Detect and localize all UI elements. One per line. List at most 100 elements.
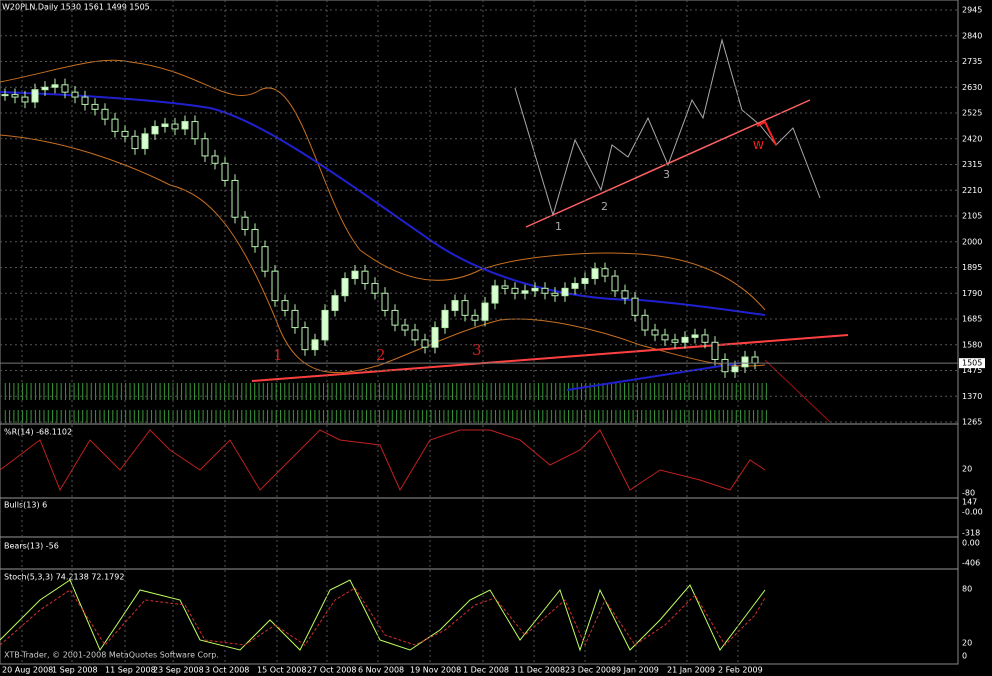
moving-average [0, 91, 766, 316]
candle [511, 287, 519, 294]
price-tick-label: 2945 [962, 6, 982, 15]
candle [151, 125, 159, 135]
wave-label: 3 [472, 341, 482, 359]
price-tick-label: 2735 [962, 57, 982, 66]
candle [641, 314, 649, 331]
candle [191, 121, 199, 140]
price-tick-label: 2210 [962, 186, 982, 195]
blue-trendline [566, 362, 741, 391]
candle [261, 246, 269, 272]
candle [551, 292, 559, 297]
candle [661, 334, 669, 341]
date-label: 20 Aug 2008 [2, 666, 53, 675]
candle [581, 278, 589, 284]
candle [381, 292, 389, 311]
axis-label: 20 [962, 465, 972, 474]
candle [571, 282, 579, 289]
candle [591, 268, 599, 280]
panel-separators [0, 423, 958, 570]
candle [281, 300, 289, 311]
candle [91, 103, 99, 110]
wave-label: 2 [376, 346, 386, 364]
axis-label: 0.00 [962, 539, 980, 548]
candle [431, 327, 439, 348]
candle [81, 96, 89, 105]
candle [701, 334, 709, 343]
candle [631, 297, 639, 316]
overlays [0, 38, 849, 652]
candle [241, 216, 249, 230]
candle [51, 84, 59, 88]
candle [541, 287, 549, 294]
candle [71, 91, 79, 98]
candle [131, 135, 139, 150]
panel-label: Bears(13) -56 [4, 542, 59, 551]
candle [411, 329, 419, 341]
date-label: 3 Oct 2008 [205, 666, 249, 675]
candle [601, 268, 609, 277]
candle [711, 341, 719, 360]
axis-label: -80 [962, 489, 975, 498]
axis-label: -318 [962, 529, 980, 538]
stoch-main [0, 579, 766, 652]
candle [341, 278, 349, 297]
wave-path [514, 38, 821, 217]
axis-label: -0.00 [962, 508, 983, 517]
candle [311, 339, 319, 351]
price-tick-label: 1265 [962, 418, 982, 427]
volume-bars [2, 383, 768, 423]
candle [691, 334, 699, 338]
axis-label: -406 [962, 559, 980, 568]
date-label: 23 Sep 2008 [153, 666, 204, 675]
candle [391, 309, 399, 326]
price-tick-label: 1790 [962, 289, 982, 298]
footer: XTB-Trader, © 2001-2008 MetaQuotes Softw… [4, 651, 219, 660]
candle [721, 358, 729, 373]
candle [161, 123, 169, 127]
candle [491, 285, 499, 304]
price-tick-label: 2525 [962, 109, 982, 118]
candle [741, 356, 749, 368]
candle [181, 121, 189, 130]
price-tick-label: 2630 [962, 83, 982, 92]
candle [621, 290, 629, 299]
price-tick-label: 1685 [962, 315, 982, 324]
candle [751, 356, 759, 364]
candle [671, 339, 679, 343]
price-tick-label: 2105 [962, 212, 982, 221]
bollinger-lower [0, 134, 766, 374]
axis-label: 20 [962, 639, 972, 648]
candle [451, 300, 459, 311]
date-label: 27 Oct 2008 [307, 666, 356, 675]
candle [351, 270, 359, 280]
date-label: 21 Jan 2009 [667, 666, 715, 675]
date-label: 23 Dec 2008 [565, 666, 616, 675]
candle [421, 339, 429, 348]
candle [111, 118, 119, 132]
plot-frame [0, 0, 959, 665]
date-label: 2 Feb 2009 [718, 666, 763, 675]
axis-label: 0 [962, 652, 967, 661]
date-label: 11 Dec 2008 [514, 666, 565, 675]
price-tick-label: 1580 [962, 340, 982, 349]
wave-label: 1 [555, 220, 562, 233]
candle [461, 300, 469, 316]
candle [211, 155, 219, 164]
date-label: 15 Oct 2008 [257, 666, 306, 675]
candle [271, 270, 279, 302]
price-tick-label: 2315 [962, 160, 982, 169]
candle [251, 228, 259, 248]
candle [471, 314, 479, 321]
wave-label: 2 [601, 200, 608, 213]
date-label: 6 Nov 2008 [358, 666, 404, 675]
date-label: 9 Jan 2009 [616, 666, 659, 675]
price-tick-label: 2420 [962, 134, 982, 143]
candle [651, 329, 659, 336]
candle [61, 84, 69, 93]
candle [481, 302, 489, 321]
wave-w [756, 120, 777, 146]
date-label: 19 Nov 2008 [410, 666, 461, 675]
candle [101, 108, 109, 120]
candle [321, 309, 329, 341]
candle [371, 282, 379, 294]
